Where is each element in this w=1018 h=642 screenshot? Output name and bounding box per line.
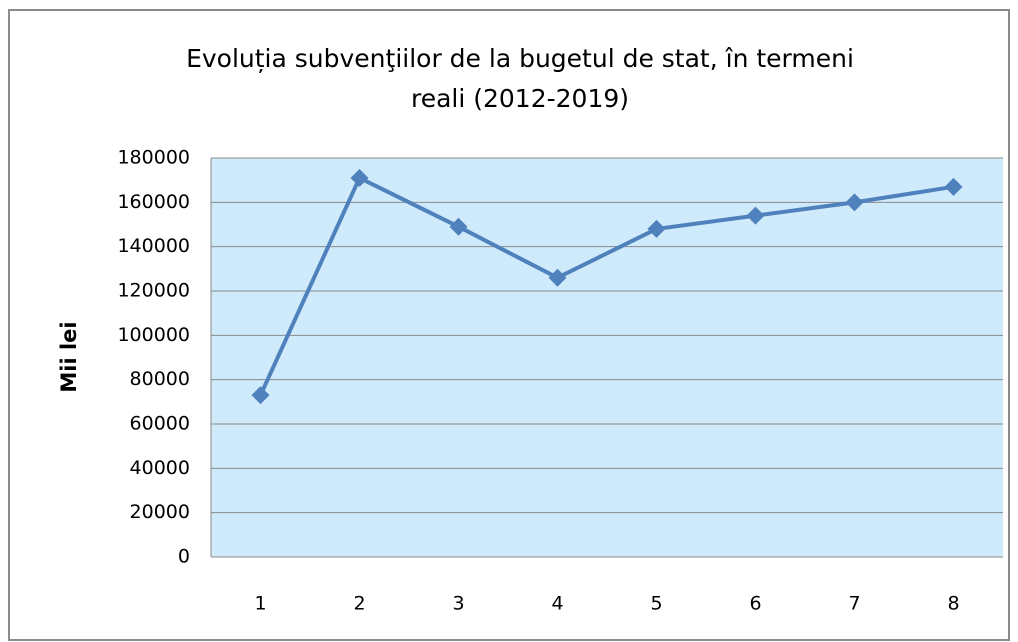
y-tick-label: 60000 [130, 413, 190, 435]
x-tick-label: 3 [452, 593, 464, 615]
y-tick-label: 140000 [117, 235, 190, 257]
marker [944, 177, 963, 196]
marker [350, 168, 369, 187]
marker [449, 217, 468, 236]
x-tick-label: 5 [650, 593, 662, 615]
x-tick-label: 1 [254, 593, 266, 615]
y-tick-label: 0 [178, 546, 190, 568]
y-axis-label: Mii lei [57, 321, 81, 392]
x-tick-label: 8 [947, 593, 959, 615]
marker [746, 206, 765, 225]
chart-title: reali (2012-2019) [411, 84, 629, 113]
marker [548, 268, 567, 287]
chart-title: Evoluția subvenţiilor de la bugetul de s… [186, 44, 854, 73]
marker [251, 386, 270, 405]
x-tick-label: 4 [551, 593, 563, 615]
y-tick-label: 80000 [130, 368, 190, 390]
y-tick-label: 180000 [117, 147, 190, 169]
x-tick-label: 6 [749, 593, 761, 615]
x-tick-label: 2 [353, 593, 365, 615]
y-tick-label: 40000 [130, 457, 190, 479]
y-tick-label: 100000 [117, 324, 190, 346]
y-tick-label: 160000 [117, 191, 190, 213]
plot-area [211, 158, 1003, 557]
line [258, 175, 954, 397]
x-tick-label: 7 [848, 593, 860, 615]
marker [647, 219, 666, 238]
y-tick-label: 120000 [117, 280, 190, 302]
y-tick-label: 20000 [130, 501, 190, 523]
marker [845, 193, 864, 212]
